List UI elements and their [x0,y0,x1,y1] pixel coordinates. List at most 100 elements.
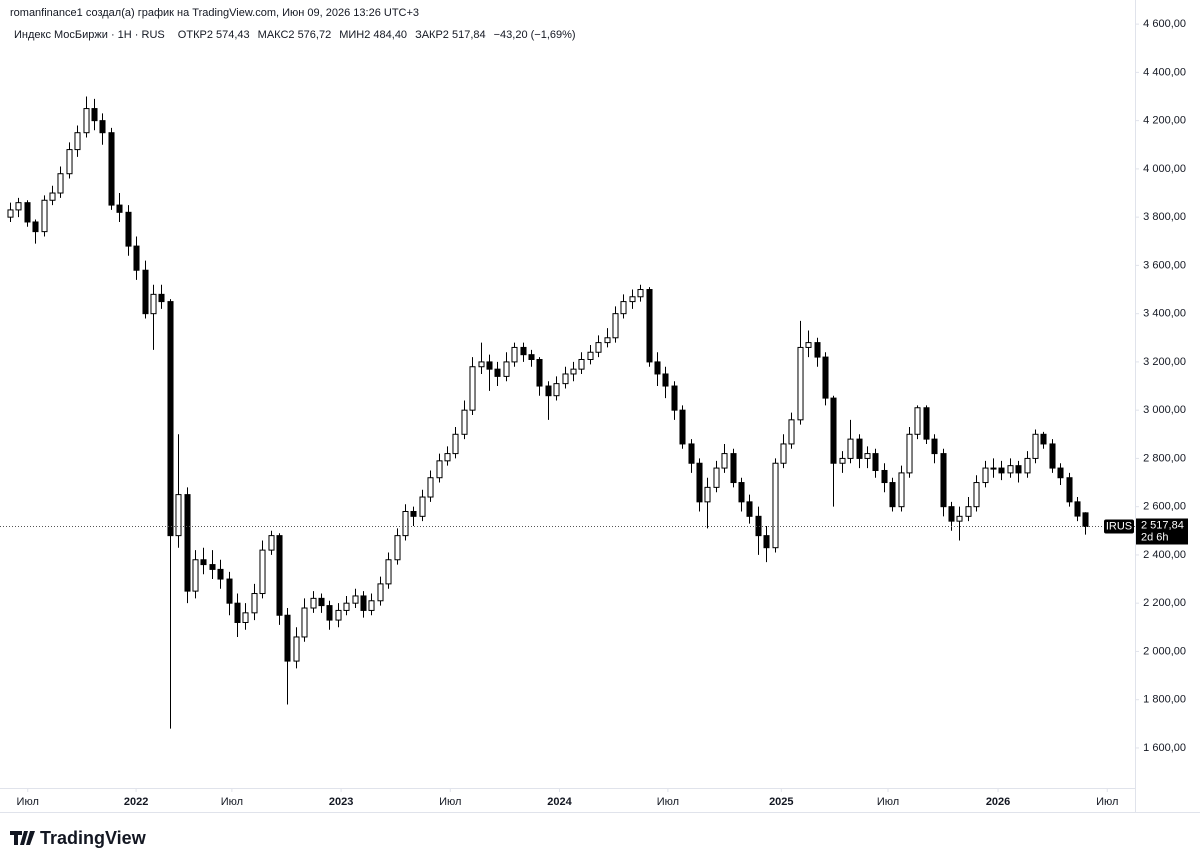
candle-body [604,337,611,344]
candle-body [545,385,552,397]
candle-body [461,409,468,435]
candle-body [444,453,451,462]
ticker-tag [1104,519,1134,534]
candle-body [998,467,1005,474]
candle-body [864,453,871,459]
candle-body [503,361,510,377]
candle-body [326,605,333,621]
candle-body [284,614,291,662]
candle-body [822,356,829,399]
candle-body [805,342,812,348]
y-tick-label: 2 800,00 [1143,452,1186,464]
candle-body [116,204,123,213]
candle-body [570,368,577,375]
legend-symbol: Индекс МосБиржи · 1H · RUS [14,29,165,41]
candle-body [965,506,972,517]
candle-body [301,607,308,638]
candle-body [1049,443,1056,469]
candle-body [872,453,879,471]
y-tick-label: 4 000,00 [1143,163,1186,175]
candle-body [973,482,980,508]
candle-body [772,462,779,549]
y-tick-label: 2 600,00 [1143,501,1186,513]
candle-body [1024,457,1031,474]
candle-body [83,108,90,134]
candle-body [7,209,14,218]
legend-field-value: 2 576,72 [288,29,331,41]
candle-body [914,407,921,435]
candle-body [847,438,854,459]
y-tick-label: 4 600,00 [1143,18,1186,30]
ticker-tag-text: IRUS [1106,520,1132,532]
x-tick-label: Июл [439,796,461,808]
candle-body [1040,433,1047,445]
y-tick-label: 3 800,00 [1143,211,1186,223]
x-tick-label: Июл [657,796,679,808]
y-tick-label: 3 000,00 [1143,404,1186,416]
candle-body [242,612,249,623]
candle-body [184,494,191,592]
candle-body [234,602,241,623]
x-tick-label: 2022 [124,796,148,808]
legend-field-label: МИН [339,29,364,41]
legend-field-label: ОТКР [178,29,207,41]
candle-body [150,293,157,315]
candle-body [797,346,804,421]
candle-body [1066,477,1073,503]
candle-body [654,361,661,375]
candle-body [763,535,770,549]
candle-body [478,361,485,368]
x-tick-label: 2024 [547,796,572,808]
candle-body [310,597,317,609]
candle-body [142,269,149,315]
candle-body [175,494,182,537]
legend-field-label: ЗАКР [415,29,443,41]
candle-body [57,173,64,194]
candle-body [780,443,787,464]
candle-body [730,453,737,484]
x-tick-label: Июл [1096,796,1118,808]
legend-field-value: 2 574,43 [207,29,250,41]
candle-body [982,467,989,484]
candle-body [688,443,695,464]
candle-body [956,515,963,522]
price-tag [1136,518,1188,545]
candle-body [612,313,619,339]
candle-body [856,438,863,459]
legend-field-label: МАКС [258,29,289,41]
price-tag-countdown: 2d 6h [1141,531,1169,543]
candle-body [755,515,762,537]
y-tick-label: 2 200,00 [1143,597,1186,609]
x-tick-label: Июл [17,796,39,808]
candle-body [368,600,375,611]
candle-body [511,346,518,363]
candle-body [898,472,905,508]
candle-body [469,366,476,411]
y-tick-label: 3 400,00 [1143,308,1186,320]
candle-body [629,296,636,303]
candle-body [343,602,350,611]
candle-body [1082,512,1089,527]
candle-body [1032,433,1039,459]
candle-body [436,460,443,479]
candle-body [788,419,795,445]
candle-body [452,433,459,455]
x-tick-label: 2023 [329,796,353,808]
candle-body [352,595,359,604]
candle-body [536,358,543,387]
candle-body [293,636,300,662]
candle-body [990,467,997,470]
candle-body [410,511,417,517]
logo-icon [10,831,35,845]
candle-body [32,221,39,233]
candle-body [259,549,266,595]
candle-body [520,346,527,356]
candle-body [721,453,728,469]
candle-body [217,568,224,580]
candle-body [377,583,384,602]
candle-body [637,289,644,298]
candle-body [268,535,275,551]
legend-field-value: 2 517,84 [443,29,486,41]
